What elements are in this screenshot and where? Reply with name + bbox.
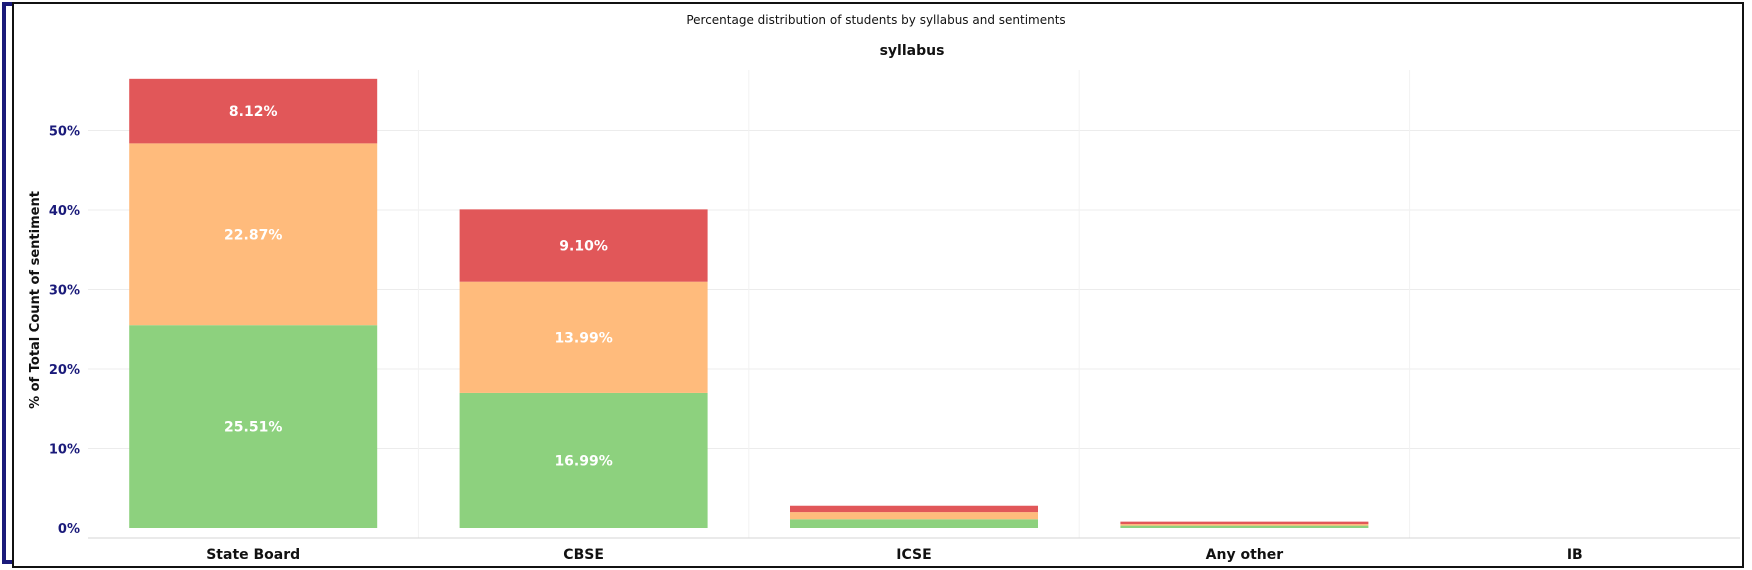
bar-segment: [459, 209, 708, 282]
y-tick-label: 40%: [49, 204, 80, 219]
x-tick-label: CBSE: [563, 547, 604, 563]
x-axis-ticks: State Board CBSE ICSE Any other IB: [206, 547, 1583, 563]
data-label: 16.99%: [554, 453, 612, 469]
data-label: 22.87%: [224, 227, 282, 243]
y-axis-label: % of Total Count of sentiment: [28, 191, 43, 409]
data-label: 13.99%: [554, 330, 612, 346]
y-tick-label: 20%: [49, 363, 80, 378]
y-axis-ticks: 0% 10% 20% 30% 40% 50%: [49, 125, 80, 538]
x-tick-label: State Board: [206, 547, 300, 563]
x-tick-label: Any other: [1206, 547, 1284, 563]
y-tick-label: 0%: [58, 522, 80, 537]
data-label: 9.10%: [559, 239, 608, 255]
x-tick-label: ICSE: [896, 547, 931, 563]
y-tick-label: 10%: [49, 443, 80, 458]
bar-segment: [1120, 525, 1369, 528]
bar-segment: [459, 281, 708, 393]
x-tick-label: IB: [1567, 547, 1583, 563]
bar-segment: [790, 505, 1038, 513]
bar-segment: [790, 512, 1038, 520]
data-label: 25.51%: [224, 420, 282, 436]
data-label: 8.12%: [229, 104, 278, 120]
bar-segment: [790, 519, 1038, 528]
y-tick-label: 50%: [49, 125, 80, 140]
bar-segment: [129, 78, 378, 144]
bar-segment: [1120, 524, 1369, 526]
bar-segment: [1120, 521, 1369, 525]
chart-title: Percentage distribution of students by s…: [686, 13, 1065, 27]
bar-segment: [129, 143, 378, 326]
y-tick-label: 30%: [49, 284, 80, 299]
bar-segment: [129, 325, 378, 528]
bars: 25.51% 22.87% 8.12% 16.99% 13.99% 9.10%: [129, 78, 1369, 528]
bar-segment: [459, 392, 708, 528]
chart-subtitle: syllabus: [880, 43, 945, 59]
